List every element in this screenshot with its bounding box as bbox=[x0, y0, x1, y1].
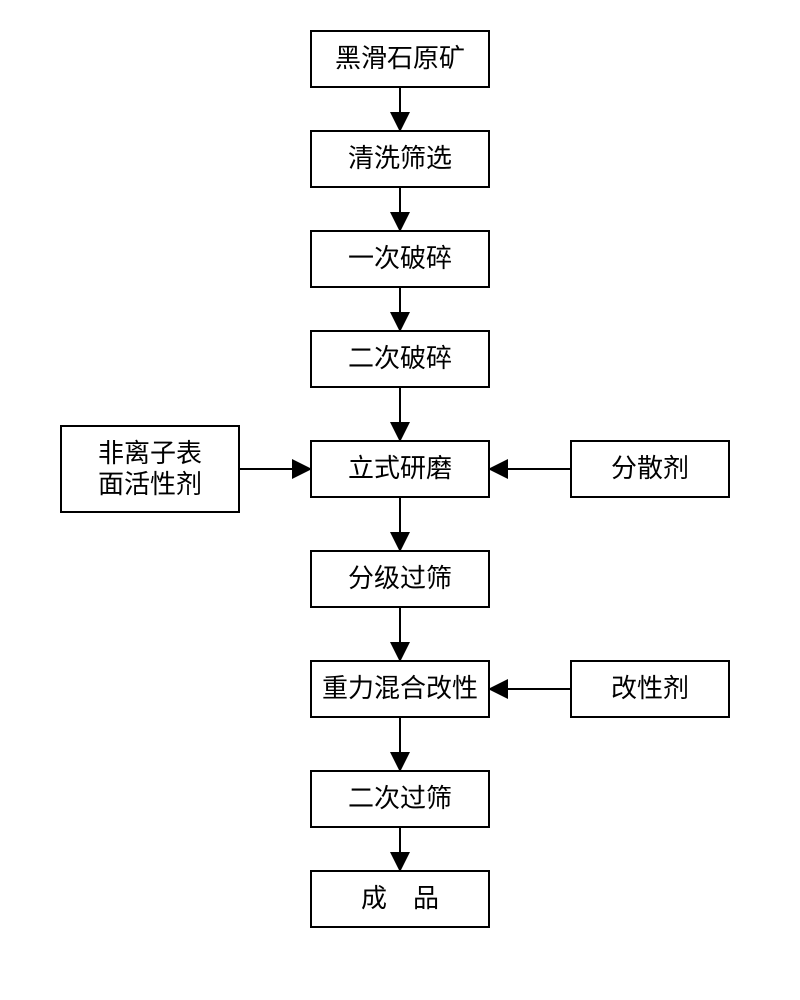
flow-node-label: 立式研磨 bbox=[348, 453, 452, 484]
flow-node-n7: 二次过筛 bbox=[310, 770, 490, 828]
flow-node-n2: 一次破碎 bbox=[310, 230, 490, 288]
flow-node-label: 清洗筛选 bbox=[348, 143, 452, 174]
flow-node-s1: 非离子表面活性剂 bbox=[60, 425, 240, 513]
flow-node-label: 二次破碎 bbox=[348, 343, 452, 374]
flow-node-s2: 分散剂 bbox=[570, 440, 730, 498]
flow-node-label: 二次过筛 bbox=[348, 783, 452, 814]
flow-node-n0: 黑滑石原矿 bbox=[310, 30, 490, 88]
flow-node-n3: 二次破碎 bbox=[310, 330, 490, 388]
flow-node-label: 分级过筛 bbox=[348, 563, 452, 594]
flow-node-label: 分散剂 bbox=[611, 453, 689, 484]
flow-node-n8: 成 品 bbox=[310, 870, 490, 928]
flow-node-n1: 清洗筛选 bbox=[310, 130, 490, 188]
flow-node-label: 一次破碎 bbox=[348, 243, 452, 274]
flow-node-label: 重力混合改性 bbox=[322, 673, 478, 704]
flow-node-label: 成 品 bbox=[361, 883, 439, 914]
flow-node-n6: 重力混合改性 bbox=[310, 660, 490, 718]
flow-node-label: 黑滑石原矿 bbox=[335, 43, 465, 74]
flow-node-n4: 立式研磨 bbox=[310, 440, 490, 498]
flow-node-n5: 分级过筛 bbox=[310, 550, 490, 608]
flow-node-label: 改性剂 bbox=[611, 673, 689, 704]
flow-node-label: 非离子表面活性剂 bbox=[98, 438, 202, 500]
flow-node-s3: 改性剂 bbox=[570, 660, 730, 718]
